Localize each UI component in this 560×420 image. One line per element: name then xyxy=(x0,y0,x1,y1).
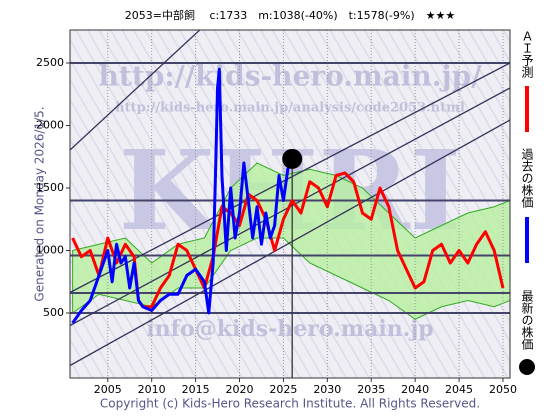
watermark: info@kids-hero.main.jp xyxy=(146,316,433,342)
trend-line xyxy=(70,62,510,294)
series-line xyxy=(71,67,294,324)
trend-line xyxy=(70,30,201,151)
y-tick-label: 2500 xyxy=(36,56,64,69)
legend-label: 最新の株価 xyxy=(520,290,534,350)
side-text: Generated on Monday 2026/1/5. xyxy=(33,106,47,301)
footer: Copyright (c) Kids-Hero Research Institu… xyxy=(100,397,480,411)
y-tick-label: 2000 xyxy=(36,119,64,132)
legend-label: 過去の株価 xyxy=(520,148,534,208)
x-tick-label: 2040 xyxy=(401,383,429,396)
trend-line xyxy=(70,119,510,367)
x-tick-label: 2045 xyxy=(445,383,473,396)
x-tick-label: 2025 xyxy=(269,383,297,396)
plot: KHRIhttp://kids-hero.main.jp/http://kids… xyxy=(70,30,510,378)
y-tick-label: 1000 xyxy=(36,244,64,257)
x-tick-label: 2005 xyxy=(94,383,122,396)
x-tick-label: 2020 xyxy=(226,383,254,396)
legend-swatch xyxy=(519,359,535,375)
y-tick-label: 1500 xyxy=(36,181,64,194)
axes: 500 1000 1500 2000 2500 2005 2010 2015 2020 2025 2… xyxy=(36,56,517,396)
y-tick-label: 500 xyxy=(43,306,64,319)
x-tick-label: 2010 xyxy=(138,383,166,396)
watermark: http://kids-hero.main.jp/analysis/code20… xyxy=(115,101,465,116)
legend-label: ＡＩ予測 xyxy=(520,30,534,79)
chart-title: 2053=中部飼 c:1733 m:1038(-40%) t:1578(-9%)… xyxy=(125,8,456,22)
x-tick-label: 2015 xyxy=(182,383,210,396)
x-tick-label: 2035 xyxy=(357,383,385,396)
x-tick-label: 2030 xyxy=(313,383,341,396)
plot-frame xyxy=(69,29,511,379)
x-tick-label: 2050 xyxy=(489,383,517,396)
watermark: http://kids-hero.main.jp/ xyxy=(99,60,483,93)
latest-point xyxy=(282,148,303,169)
